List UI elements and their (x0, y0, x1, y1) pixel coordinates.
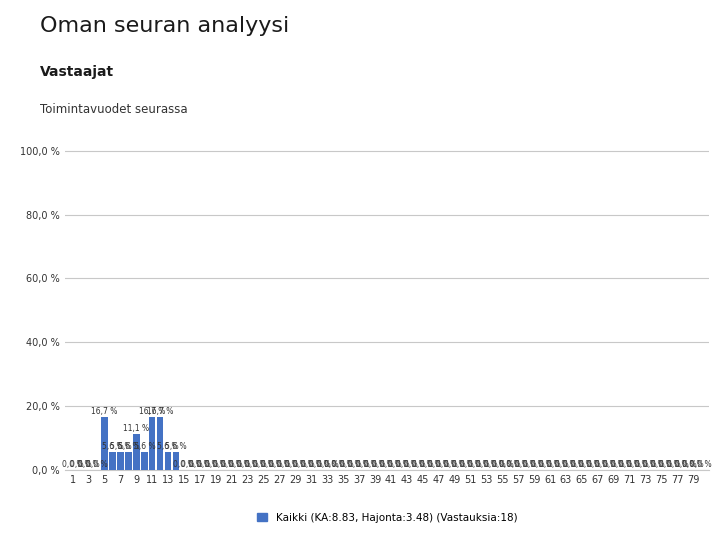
Bar (173, 452, 179, 470)
Bar (149, 416, 156, 470)
Text: 0,0 %: 0,0 % (181, 460, 203, 469)
Text: 0,0 %: 0,0 % (587, 460, 608, 469)
Text: 5,6 %: 5,6 % (117, 442, 139, 451)
Text: 0,0 %: 0,0 % (563, 460, 585, 469)
Text: 0,0 %: 0,0 % (444, 460, 465, 469)
Text: 16,7 %: 16,7 % (147, 407, 174, 416)
Text: 0,0 %: 0,0 % (229, 460, 251, 469)
Text: 5,6 %: 5,6 % (158, 442, 179, 451)
Bar (102, 416, 108, 470)
Text: 0,0 %: 0,0 % (643, 460, 665, 469)
Text: 0,0 %: 0,0 % (348, 460, 370, 469)
Text: 0,0 %: 0,0 % (492, 460, 513, 469)
Bar (125, 452, 132, 470)
Text: 0,0 %: 0,0 % (508, 460, 529, 469)
Bar (165, 452, 171, 470)
Bar (133, 434, 140, 470)
Bar (109, 452, 116, 470)
Text: 0,0 %: 0,0 % (284, 460, 306, 469)
Text: 0,0 %: 0,0 % (675, 460, 696, 469)
Text: 0,0 %: 0,0 % (197, 460, 219, 469)
Bar (141, 452, 148, 470)
Text: 0,0 %: 0,0 % (404, 460, 426, 469)
Text: 0,0 %: 0,0 % (476, 460, 498, 469)
Text: 0,0 %: 0,0 % (412, 460, 433, 469)
Text: Toimintavuodet seurassa: Toimintavuodet seurassa (40, 103, 187, 116)
Text: 5,6 %: 5,6 % (109, 442, 131, 451)
Text: 0,0 %: 0,0 % (372, 460, 394, 469)
Text: 0,0 %: 0,0 % (174, 460, 195, 469)
Text: 5,6 %: 5,6 % (166, 442, 187, 451)
Text: 0,0 %: 0,0 % (611, 460, 632, 469)
Text: 0,0 %: 0,0 % (309, 460, 330, 469)
Text: 0,0 %: 0,0 % (547, 460, 569, 469)
Text: 0,0 %: 0,0 % (539, 460, 561, 469)
Text: 0,0 %: 0,0 % (380, 460, 402, 469)
Text: 0,0 %: 0,0 % (460, 460, 482, 469)
Text: 0,0 %: 0,0 % (325, 460, 346, 469)
Text: 0,0 %: 0,0 % (555, 460, 577, 469)
Text: 0,0 %: 0,0 % (523, 460, 545, 469)
Text: Vastaajat: Vastaajat (40, 65, 114, 79)
Text: 0,0 %: 0,0 % (603, 460, 624, 469)
Text: 0,0 %: 0,0 % (451, 460, 473, 469)
Text: 5,6 %: 5,6 % (133, 442, 156, 451)
Text: 0,0 %: 0,0 % (189, 460, 211, 469)
Text: 0,0 %: 0,0 % (627, 460, 649, 469)
Text: 0,0 %: 0,0 % (428, 460, 449, 469)
Text: 0,0 %: 0,0 % (213, 460, 235, 469)
Text: 0,0 %: 0,0 % (516, 460, 537, 469)
Text: 0,0 %: 0,0 % (245, 460, 266, 469)
Text: 0,0 %: 0,0 % (253, 460, 274, 469)
Text: 0,0 %: 0,0 % (436, 460, 457, 469)
Text: 0,0 %: 0,0 % (356, 460, 378, 469)
Text: 0,0 %: 0,0 % (221, 460, 243, 469)
Text: Oman seuran analyysi: Oman seuran analyysi (40, 16, 289, 36)
Text: 16,7 %: 16,7 % (91, 407, 118, 416)
Text: 0,0 %: 0,0 % (484, 460, 505, 469)
Text: 0,0 %: 0,0 % (420, 460, 441, 469)
Text: 0,0 %: 0,0 % (261, 460, 282, 469)
Text: 0,0 %: 0,0 % (683, 460, 704, 469)
Text: 0,0 %: 0,0 % (659, 460, 680, 469)
Text: 0,0 %: 0,0 % (292, 460, 314, 469)
Text: 0,0 %: 0,0 % (500, 460, 521, 469)
Text: 0,0 %: 0,0 % (301, 460, 323, 469)
Text: 0,0 %: 0,0 % (62, 460, 84, 469)
Text: 0,0 %: 0,0 % (531, 460, 553, 469)
Text: 0,0 %: 0,0 % (651, 460, 672, 469)
Text: 0,0 %: 0,0 % (205, 460, 227, 469)
Text: 0,0 %: 0,0 % (237, 460, 258, 469)
Text: 0,0 %: 0,0 % (333, 460, 354, 469)
Bar (117, 452, 124, 470)
Text: 0,0 %: 0,0 % (396, 460, 418, 469)
Text: 16,7 %: 16,7 % (139, 407, 166, 416)
Text: 11,1 %: 11,1 % (123, 424, 150, 434)
Text: 0,0 %: 0,0 % (571, 460, 593, 469)
Text: 0,0 %: 0,0 % (269, 460, 290, 469)
Text: 0,0 %: 0,0 % (579, 460, 600, 469)
Legend: Kaikki (KA:8.83, Hajonta:3.48) (Vastauksia:18): Kaikki (KA:8.83, Hajonta:3.48) (Vastauks… (253, 509, 521, 527)
Text: 0,0 %: 0,0 % (618, 460, 641, 469)
Text: 0,0 %: 0,0 % (364, 460, 386, 469)
Text: 0,0 %: 0,0 % (635, 460, 657, 469)
Text: 0,0 %: 0,0 % (595, 460, 616, 469)
Text: 0,0 %: 0,0 % (276, 460, 298, 469)
Text: 0,0 %: 0,0 % (667, 460, 688, 469)
Text: 0,0 %: 0,0 % (86, 460, 107, 469)
Text: 5,6 %: 5,6 % (102, 442, 123, 451)
Text: 0,0 %: 0,0 % (317, 460, 338, 469)
Text: 0,0 %: 0,0 % (70, 460, 91, 469)
Bar (157, 416, 163, 470)
Text: 0,0 %: 0,0 % (341, 460, 362, 469)
Text: 0,0 %: 0,0 % (468, 460, 490, 469)
Text: 0,0 %: 0,0 % (388, 460, 410, 469)
Text: 0,0 %: 0,0 % (78, 460, 99, 469)
Text: 0,0 %: 0,0 % (690, 460, 712, 469)
